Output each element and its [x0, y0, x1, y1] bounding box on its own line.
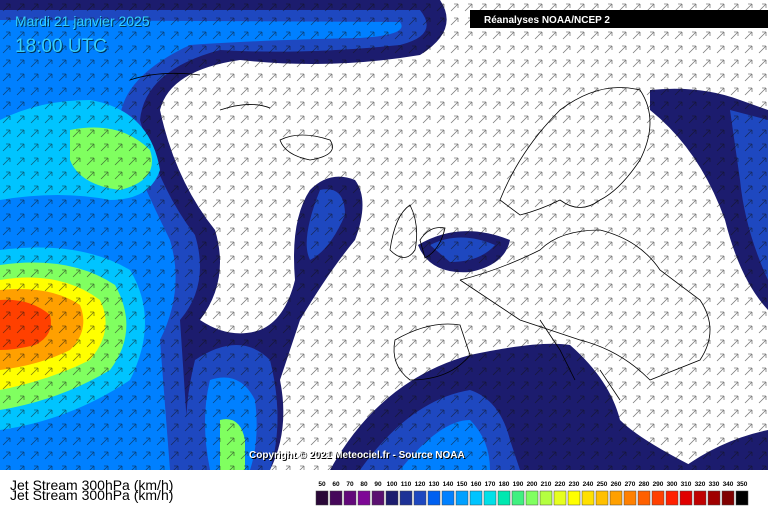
legend-label: 190: [513, 481, 524, 488]
legend-swatch: [637, 490, 651, 506]
legend-swatch: [665, 490, 679, 506]
legend-label: 310: [681, 481, 692, 488]
legend-swatch: [413, 490, 427, 506]
date: Mardi 21 janvier 2025: [15, 13, 150, 29]
legend-label: 100: [387, 481, 398, 488]
legend-label: 50: [318, 481, 326, 488]
legend-label: 260: [611, 481, 622, 488]
copyright-shadow: Copyright © 2021 Meteociel.fr - Source N…: [250, 451, 466, 462]
legend-swatch: [679, 490, 693, 506]
legend-label: 120: [415, 481, 426, 488]
legend-label: 250: [597, 481, 608, 488]
legend-swatch: [497, 490, 511, 506]
source: Réanalyses NOAA/NCEP 2: [484, 15, 610, 26]
coastlines: [129, 72, 711, 401]
legend-label: 200: [527, 481, 538, 488]
copyright: Copyright © 2021 Meteociel.fr - Source N…: [249, 450, 465, 461]
source-box: [470, 10, 768, 28]
legend-swatch: [385, 490, 399, 506]
legend-swatch: [357, 490, 371, 506]
legend-label: 330: [709, 481, 720, 488]
legend-label: 210: [541, 481, 552, 488]
time-shadow: 18:00 UTC: [16, 37, 108, 58]
legend-swatch: [553, 490, 567, 506]
legend-label: 230: [569, 481, 580, 488]
legend-label: 180: [499, 481, 510, 488]
legend-label: 300: [667, 481, 678, 488]
legend-swatch: [609, 490, 623, 506]
legend-swatch: [427, 490, 441, 506]
legend-swatch: [455, 490, 469, 506]
legend-swatch: [525, 490, 539, 506]
date-shadow: Mardi 21 janvier 2025: [16, 14, 151, 30]
legend-label: 80: [360, 481, 368, 488]
legend-label: 110: [401, 481, 412, 488]
legend-swatch: [539, 490, 553, 506]
legend-swatch: [371, 490, 385, 506]
legend-label: 320: [695, 481, 706, 488]
legend-swatch: [581, 490, 595, 506]
time: 18:00 UTC: [15, 36, 107, 57]
legend-label: 140: [443, 481, 454, 488]
legend-label: 350: [737, 481, 748, 488]
legend-swatch: [707, 490, 721, 506]
legend-swatch: [595, 490, 609, 506]
legend-swatch: [721, 490, 735, 506]
legend-label: 340: [723, 481, 734, 488]
footer-title-echo: Jet Stream 300hPa (km/h): [10, 487, 173, 503]
wind-arrows: [0, 0, 768, 470]
legend-swatch: [315, 490, 329, 506]
legend-label: 220: [555, 481, 566, 488]
legend-label: 270: [625, 481, 636, 488]
footer-title: Jet Stream 300hPa (km/h): [10, 477, 173, 493]
legend-label: 60: [332, 481, 340, 488]
legend-label: 170: [485, 481, 496, 488]
legend-swatch: [329, 490, 343, 506]
legend-label: 280: [639, 481, 650, 488]
legend-swatch: [651, 490, 665, 506]
legend-label: 130: [429, 481, 440, 488]
legend-swatch: [469, 490, 483, 506]
legend: 50 60 70 80 90 100 110 120 130 140 150 160 170 180 190…: [315, 481, 749, 506]
legend-swatch: [511, 490, 525, 506]
legend-swatch: [483, 490, 497, 506]
legend-swatch: [567, 490, 581, 506]
legend-label: 290: [653, 481, 664, 488]
legend-swatch: [735, 490, 749, 506]
legend-swatch: [693, 490, 707, 506]
legend-swatch: [623, 490, 637, 506]
legend-label: 90: [374, 481, 382, 488]
legend-swatch: [343, 490, 357, 506]
legend-swatch: [399, 490, 413, 506]
legend-label: 150: [457, 481, 468, 488]
legend-label: 240: [583, 481, 594, 488]
legend-label: 160: [471, 481, 482, 488]
legend-swatch: [441, 490, 455, 506]
legend-label: 70: [346, 481, 354, 488]
